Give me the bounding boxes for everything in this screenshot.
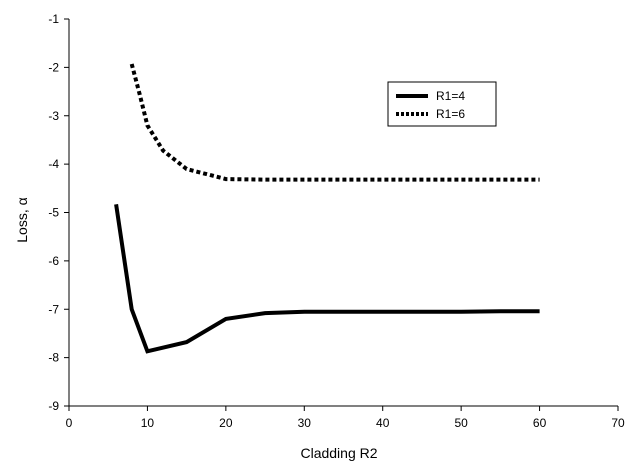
plot-frame: [68, 19, 618, 407]
series-line-r1-4: [114, 204, 540, 354]
series-layer: [114, 63, 540, 354]
x-tick-label: 60: [533, 416, 547, 430]
x-tick-label: 70: [611, 416, 625, 430]
series-line-r1-6: [129, 63, 540, 182]
y-tick-label: -5: [48, 206, 59, 220]
y-tick-label: -1: [48, 12, 59, 26]
legend: R1=4 R1=6: [387, 81, 497, 127]
x-axis-title: Cladding R2: [300, 445, 377, 461]
x-tick-label: 0: [66, 416, 73, 430]
y-tick-label: -4: [48, 157, 59, 171]
x-axis: 0 10 20 30 40 50 60 70: [66, 406, 625, 430]
x-tick-label: 20: [219, 416, 233, 430]
x-tick-label: 30: [298, 416, 312, 430]
y-tick-label: -6: [48, 254, 59, 268]
y-tick-label: -8: [48, 351, 59, 365]
legend-box: [387, 81, 497, 127]
x-tick-label: 40: [376, 416, 390, 430]
y-tick-label: -2: [48, 60, 59, 74]
y-tick-label: -3: [48, 109, 59, 123]
y-tick-label: -9: [48, 399, 59, 413]
y-tick-label: -7: [48, 302, 59, 316]
x-tick-label: 10: [141, 416, 155, 430]
legend-label-r1-6: R1=6: [436, 107, 465, 121]
y-axis-title: Loss, α: [14, 197, 30, 242]
x-tick-label: 50: [454, 416, 468, 430]
legend-label-r1-4: R1=4: [436, 89, 465, 103]
y-axis: -1 -2 -3 -4 -5 -6 -7 -8 -9: [48, 12, 69, 413]
